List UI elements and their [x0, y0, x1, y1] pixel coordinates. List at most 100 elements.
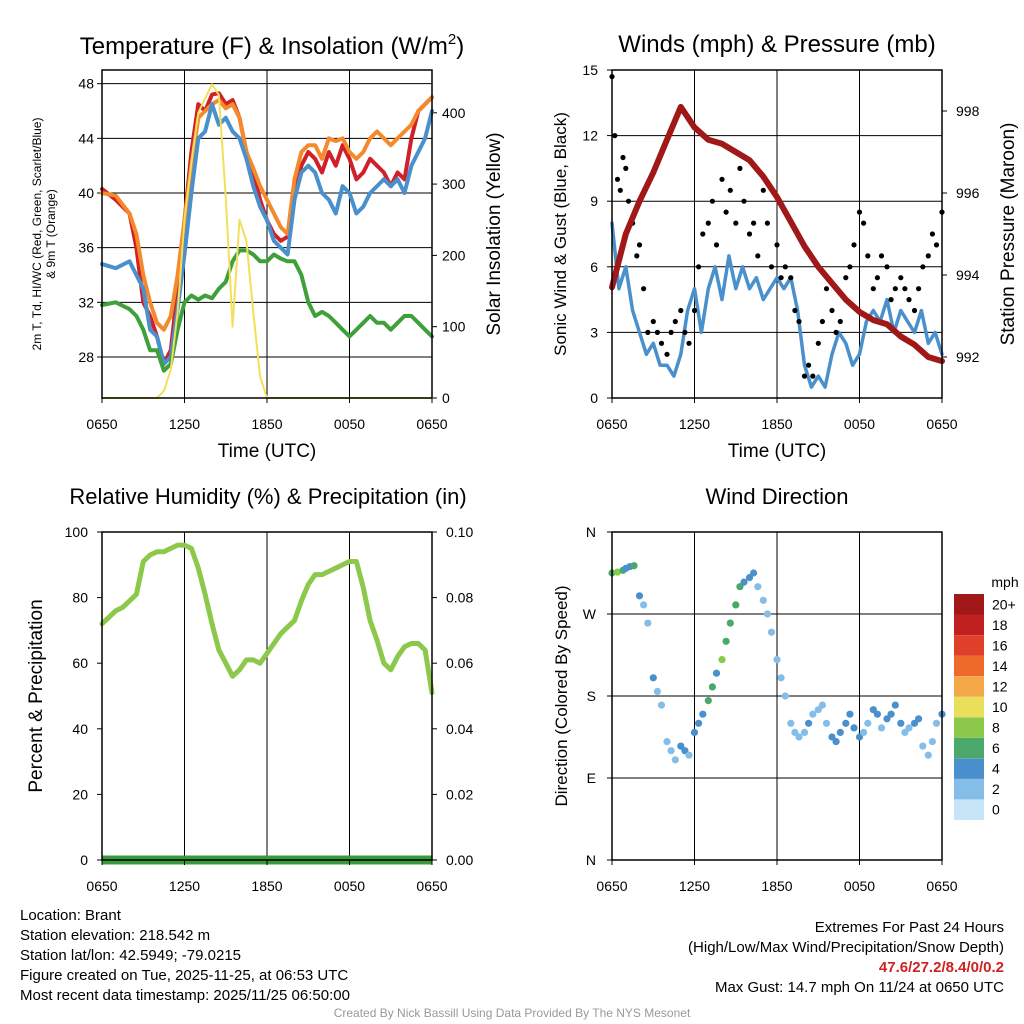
direction-point [732, 601, 740, 609]
extremes-subtitle: (High/Low/Max Wind/Precipitation/Snow De… [688, 939, 1004, 956]
direction-point [805, 719, 813, 727]
direction-point [699, 710, 707, 718]
temp-chart-title: Temperature (F) & Insolation (W/m2) [80, 31, 464, 60]
direction-point [828, 733, 836, 741]
recent-data-timestamp: Most recent data timestamp: 2025/11/25 0… [20, 987, 350, 1004]
wind-gust-point [672, 318, 678, 325]
wind-y2-tick-label: 998 [956, 103, 980, 119]
wind-gust-point [682, 329, 688, 335]
direction-x-tick-label: 0650 [926, 878, 957, 894]
wind-gust-point [823, 286, 830, 292]
direction-x-tick-label: 1250 [679, 878, 710, 894]
wind-y-tick-label: 12 [582, 128, 598, 144]
direction-point [822, 719, 831, 727]
wind-gust-point [774, 242, 780, 248]
wind-series-station-pressure [609, 103, 945, 365]
rh-y-tick-label: 40 [72, 721, 88, 737]
wind-gust-point [861, 220, 867, 226]
rh-y-tick-label: 0 [80, 852, 88, 868]
temp-y2-tick-label: 300 [442, 176, 466, 192]
colorbar-label: 18 [992, 617, 1008, 633]
wind-gust-point [810, 373, 816, 379]
rh-y2-tick-label: 0.06 [446, 655, 473, 671]
temp-y-tick-label: 36 [78, 240, 94, 256]
wind-x-tick-label: 1250 [679, 416, 710, 432]
wind-gust-point [691, 307, 698, 314]
wind-gust-point [727, 187, 733, 193]
rh-y2-tick-label: 0.10 [446, 524, 473, 540]
wind-gust-point [888, 297, 894, 303]
rh-y2-tick-label: 0.00 [446, 852, 473, 868]
temp-y-tick-label: 40 [78, 185, 94, 201]
wind-gust-point [788, 275, 794, 281]
wind-gust-point [837, 318, 843, 325]
wind-gust-point [760, 187, 766, 193]
colorbar-label: 0 [992, 802, 1000, 818]
station-info: Location: Brant Station elevation: 218.5… [20, 906, 350, 1006]
rh-y-tick-label: 20 [72, 786, 88, 802]
direction-point [897, 719, 905, 727]
rh-x-tick-label: 1850 [251, 878, 282, 894]
temp-x-tick-label: 1250 [169, 416, 200, 432]
wind-gust-point [933, 242, 940, 248]
temp-y2-tick-label: 400 [442, 105, 466, 121]
direction-point [873, 710, 882, 718]
direction-point [864, 719, 872, 727]
direction-point [649, 674, 657, 682]
wind-gust-point [755, 253, 761, 259]
colorbar-swatch [954, 778, 984, 800]
direction-point [814, 706, 822, 714]
colorbar-swatch [954, 676, 984, 697]
rh-y-tick-label: 100 [65, 524, 89, 540]
station-latlon: Station lat/lon: 42.5949; -79.0215 [20, 947, 242, 964]
wind-gust-point [705, 220, 711, 226]
wind-gust-point [778, 275, 784, 281]
wind-gust-point [751, 220, 757, 226]
colorbar-swatch [954, 758, 984, 779]
direction-point [891, 701, 899, 709]
direction-point [932, 719, 941, 727]
wind-gust-point [892, 286, 898, 292]
wind-gust-point [654, 329, 661, 335]
direction-point [850, 724, 858, 732]
direction-point [781, 692, 789, 700]
wind-x-tick-label: 0650 [596, 416, 627, 432]
temp-series-hi-wc [100, 102, 434, 366]
colorbar-label: 4 [992, 761, 1000, 777]
extremes-title: Extremes For Past 24 Hours [814, 919, 1004, 936]
direction-point [832, 738, 840, 746]
direction-point [777, 674, 785, 682]
wind-gust-point [612, 133, 618, 139]
temp-y-tick-label: 32 [78, 294, 94, 310]
direction-point [787, 719, 795, 727]
wind-gust-point [696, 264, 702, 270]
wind-y-tick-label: 6 [590, 259, 598, 275]
wind-x-tick-label: 0050 [844, 416, 875, 432]
colorbar-label: 12 [992, 679, 1008, 695]
wind-gust-point [620, 154, 626, 161]
wind-gust-point [796, 318, 802, 325]
max-gust: Max Gust: 14.7 mph On 11/24 at 0650 UTC [714, 979, 1004, 996]
rh-chart-title: Relative Humidity (%) & Precipitation (i… [69, 484, 466, 509]
wind-x-tick-label: 1850 [761, 416, 792, 432]
wind-gust-point [902, 286, 908, 292]
direction-point [685, 751, 693, 759]
direction-y-tick-label: N [586, 852, 596, 868]
wind-gust-point [737, 165, 743, 171]
temp-y2-tick-label: 200 [442, 247, 466, 263]
wind-y-tick-label: 0 [590, 390, 598, 406]
wind-gust-point [623, 165, 629, 171]
colorbar-swatch [954, 655, 984, 677]
wind-gust-point [719, 176, 725, 182]
temp-x-axis-label: Time (UTC) [218, 441, 317, 462]
extremes-info: Extremes For Past 24 Hours (High/Low/Max… [688, 918, 1004, 998]
wind-gust-point [617, 187, 623, 193]
wind-gust-point [911, 307, 918, 314]
direction-point [740, 578, 748, 586]
wind-gust-point [801, 373, 808, 379]
wind-gust-point [650, 318, 656, 325]
wind-gust-point [614, 176, 621, 182]
direction-point [644, 619, 652, 627]
colorbar-swatch [954, 696, 984, 718]
